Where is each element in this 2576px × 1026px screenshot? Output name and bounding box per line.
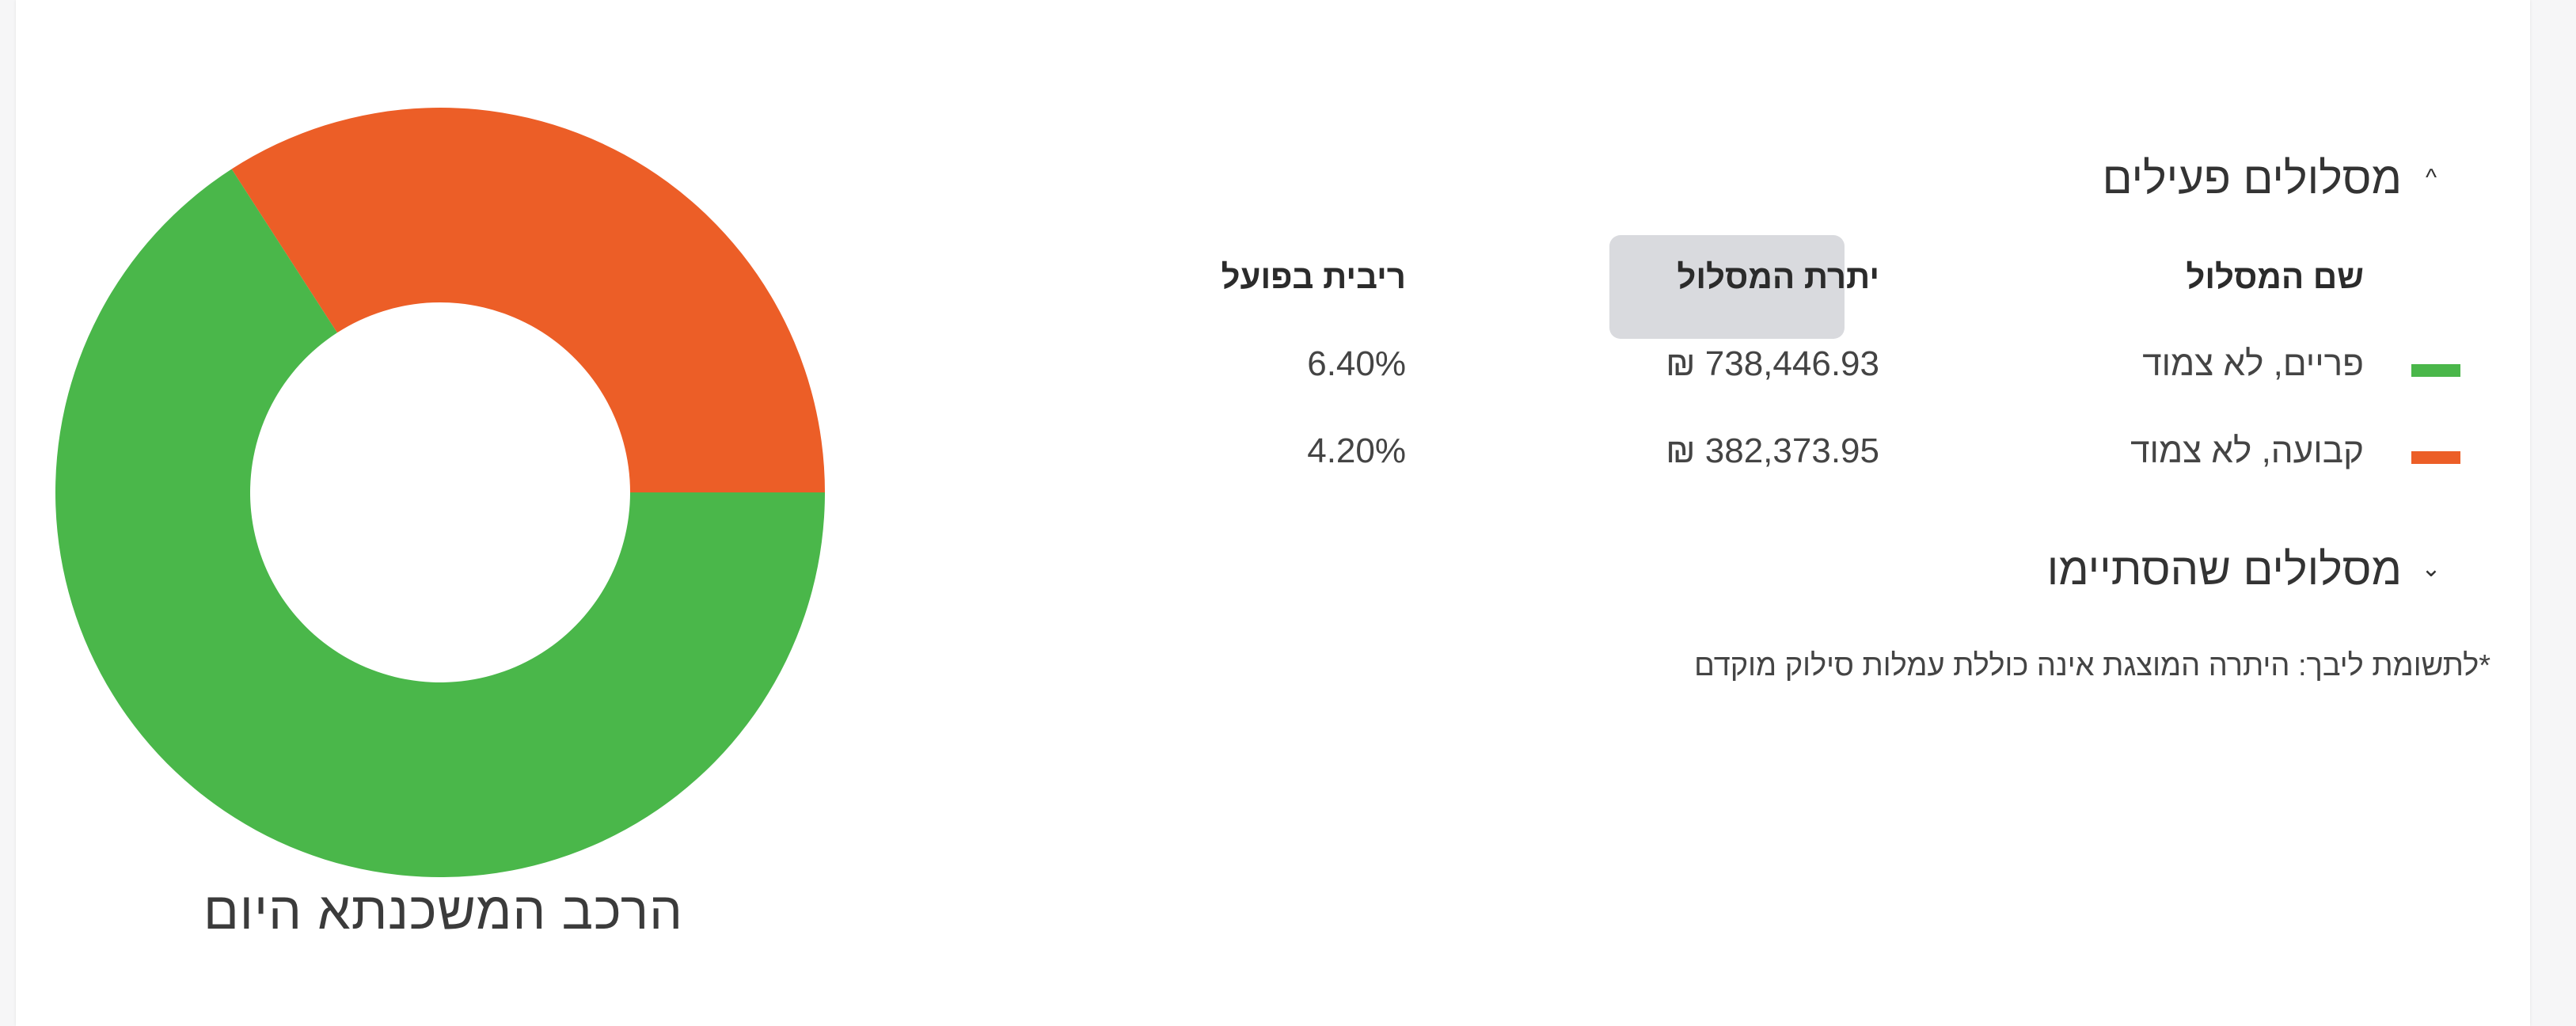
donut-chart-svg [55,108,825,878]
ended-tracks-title: מסלולים שהסתיימו [2046,544,2402,594]
track-name: קבועה, לא צמוד [2130,431,2364,470]
table-row: קבועה, לא צמוד ₪ 382,373.95 4.20% [0,431,2576,479]
track-rate: 6.40% [1307,344,1406,383]
balance-footnote: *לתשומת ליבך: היתרה המוצגת אינה כוללת עמ… [1694,649,2491,682]
legend-swatch-icon [2411,364,2460,377]
chart-caption: הרכב המשכנתא היום [203,881,683,940]
ended-tracks-toggle[interactable]: מסלולים שהסתיימו ⌄ [2047,543,2443,595]
table-row: פריים, לא צמוד ₪ 738,446.93 6.40% [0,344,2576,392]
chevron-down-icon: ⌄ [2421,556,2441,582]
column-header-effective-rate: ריבית בפועל [1221,258,1406,295]
track-rate: 4.20% [1307,431,1406,470]
donut-slice-fixed[interactable] [231,108,825,492]
column-tooltip [1609,235,1845,339]
active-tracks-title: מסלולים פעילים [2102,153,2402,203]
active-tracks-toggle[interactable]: מסלולים פעילים ^ [2103,152,2443,203]
track-name: פריים, לא צמוד [2142,344,2364,383]
column-header-track-balance[interactable]: יתרת המסלול [1677,258,1879,295]
legend-swatch-icon [2411,451,2460,464]
column-header-track-name: שם המסלול [2186,258,2364,295]
track-balance: ₪ 738,446.93 [1666,344,1879,383]
chevron-up-icon: ^ [2425,164,2437,191]
donut-slice-prime[interactable] [55,169,825,878]
track-balance: ₪ 382,373.95 [1666,431,1879,470]
donut-chart [54,106,826,879]
